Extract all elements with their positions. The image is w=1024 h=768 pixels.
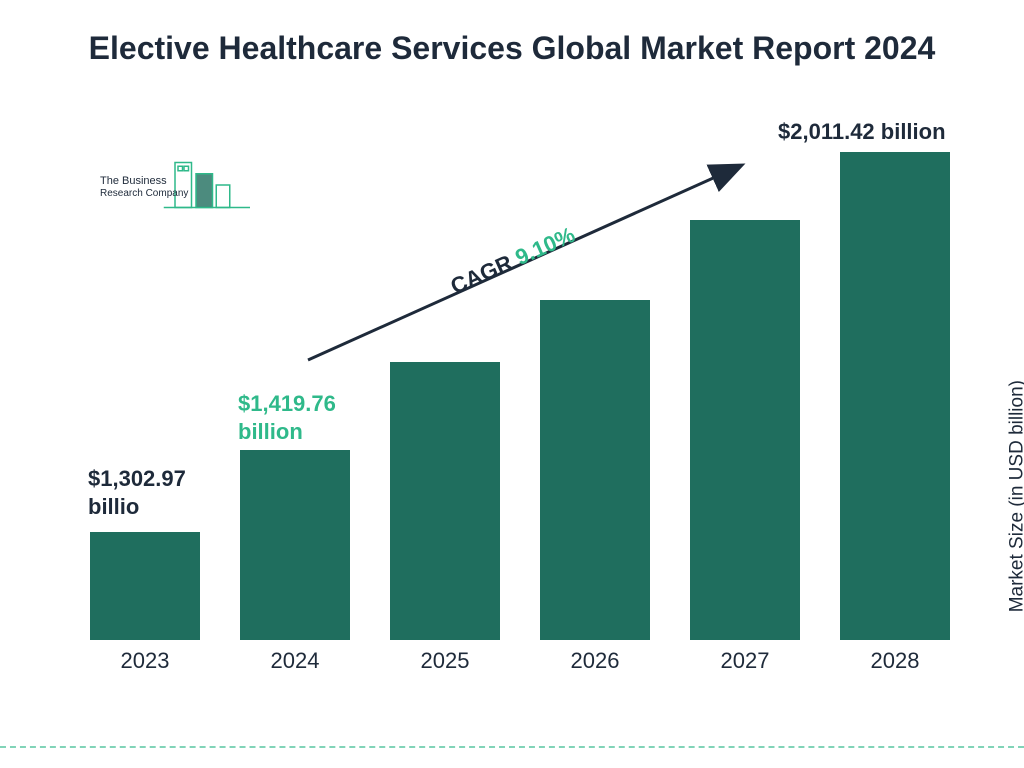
value-label-2028: $2,011.42 billion (778, 118, 998, 146)
bar-2027 (690, 220, 800, 640)
xlabel-3: 2026 (540, 648, 650, 674)
xlabel-4: 2027 (690, 648, 800, 674)
footer-divider (0, 746, 1024, 748)
value-label-2023: $1,302.97 billio (88, 465, 228, 520)
bar-2023 (90, 532, 200, 640)
bar-2026 (540, 300, 650, 640)
bar-2025 (390, 362, 500, 640)
y-axis-label: Market Size (in USD billion) (1006, 380, 1024, 612)
xlabel-0: 2023 (90, 648, 200, 674)
bar-2024 (240, 450, 350, 640)
chart-title: Elective Healthcare Services Global Mark… (0, 28, 1024, 68)
chart-area: CAGR 9.10% $1,302.97 billio $1,419.76 bi… (60, 160, 940, 680)
xlabel-2: 2025 (390, 648, 500, 674)
xlabel-5: 2028 (840, 648, 950, 674)
value-label-2024: $1,419.76 billion (238, 390, 378, 445)
xlabel-1: 2024 (240, 648, 350, 674)
bar-2028 (840, 152, 950, 640)
